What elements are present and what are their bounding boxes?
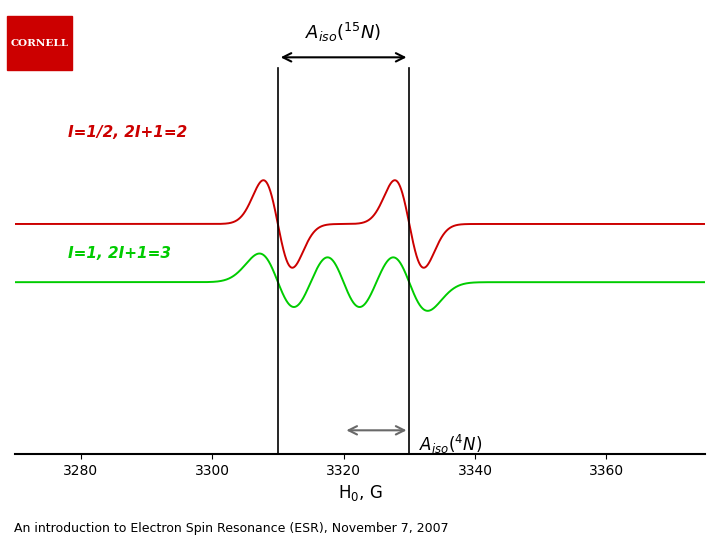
Text: CORNELL: CORNELL — [11, 39, 68, 48]
Text: I=1/2, 2I+1=2: I=1/2, 2I+1=2 — [68, 125, 186, 140]
Text: An introduction to Electron Spin Resonance (ESR), November 7, 2007: An introduction to Electron Spin Resonan… — [14, 522, 449, 535]
X-axis label: H$_0$, G: H$_0$, G — [338, 483, 382, 503]
Text: $\mathit{A_{iso}(^{15}N)}$: $\mathit{A_{iso}(^{15}N)}$ — [305, 21, 382, 44]
Text: I=1, 2I+1=3: I=1, 2I+1=3 — [68, 246, 171, 261]
Text: $\mathit{A_{iso}(^{4}N)}$: $\mathit{A_{iso}(^{4}N)}$ — [419, 433, 482, 456]
